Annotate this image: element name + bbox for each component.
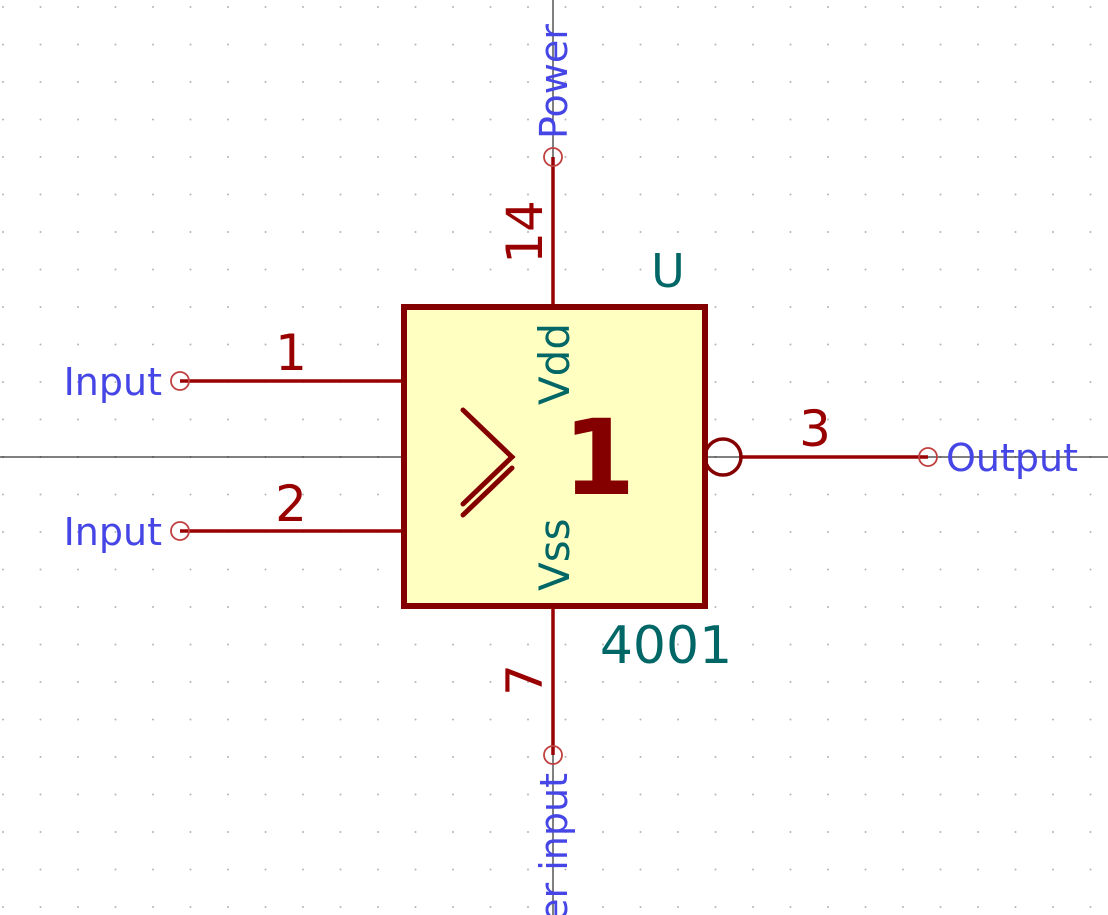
pin-1-endpoint[interactable]	[170, 371, 190, 391]
pin-7-name: Vss	[530, 519, 579, 592]
inversion-bubble	[703, 437, 743, 477]
reference-designator[interactable]: U	[651, 244, 685, 298]
pin-2-number: 2	[275, 475, 307, 533]
pin-14-name: Vdd	[530, 323, 579, 405]
component-body[interactable]	[401, 304, 708, 609]
pin-7-number: 7	[496, 664, 554, 696]
pin-lines	[180, 157, 928, 755]
pin-1-type-label: Input	[64, 360, 162, 404]
unit-number: 1	[563, 397, 635, 519]
pin-2-type-label: Input	[64, 510, 162, 554]
pin-2-endpoint[interactable]	[170, 521, 190, 541]
pin-3-endpoint[interactable]	[918, 447, 938, 467]
pin-1-number: 1	[275, 324, 307, 382]
pin-3-type-label: Output	[946, 436, 1078, 480]
pin-7-endpoint[interactable]	[543, 745, 563, 765]
or-gate-icon	[460, 407, 516, 518]
pin-14-type-label: Power	[532, 24, 576, 139]
pin-7-type-label: Power input	[532, 773, 576, 915]
pin-3-number: 3	[799, 400, 831, 458]
grid-dots	[2, 6, 1092, 908]
component-value[interactable]: 4001	[600, 616, 732, 676]
pin-14-number: 14	[496, 200, 554, 264]
pin-14-endpoint[interactable]	[543, 147, 563, 167]
